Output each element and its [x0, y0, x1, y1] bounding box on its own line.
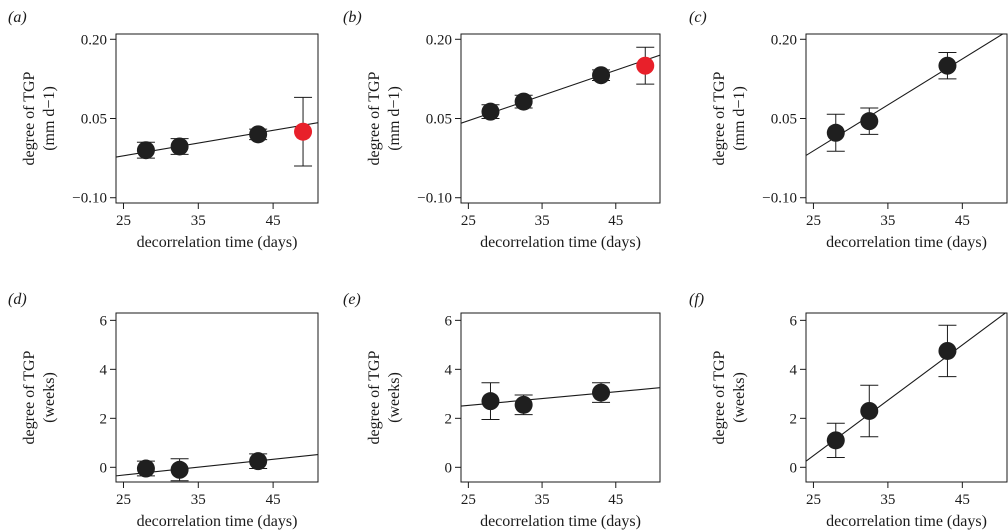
x-axis-label: decorrelation time (days) — [137, 513, 298, 530]
y-axis-label: degree of TGP — [366, 350, 383, 444]
panel-c: (c) 25 35 45 −0.10 0.05 0.20 decorrelation time… — [689, 9, 1008, 251]
y-axis-label: (weeks) — [41, 372, 58, 423]
data-point — [170, 137, 189, 156]
panel-e: (e) 25 35 45 0 2 4 6 decorrelation time (days) de… — [343, 291, 661, 530]
x-tick-label: 25 — [806, 213, 821, 229]
y-tick-label: 0.20 — [81, 32, 107, 48]
y-tick-label: 0.20 — [771, 32, 797, 48]
y-tick-label: 6 — [100, 313, 108, 329]
x-tick-label: 35 — [191, 492, 206, 508]
x-tick-label: 25 — [806, 492, 821, 508]
data-point — [826, 123, 845, 142]
y-tick-label: 0.05 — [771, 112, 797, 128]
y-tick-label: 2 — [445, 411, 453, 427]
panel-d: (d) 25 35 45 0 2 4 6 decorrelation time (days) de… — [8, 291, 319, 530]
data-point — [136, 141, 155, 160]
x-axis-label: decorrelation time (days) — [137, 234, 298, 251]
y-tick-label: 2 — [100, 411, 108, 427]
highlight-point — [636, 56, 655, 75]
y-tick-label: 4 — [100, 362, 108, 378]
data-point — [592, 66, 611, 85]
x-tick-label: 25 — [116, 213, 131, 229]
data-point — [514, 395, 533, 414]
x-tick-label: 35 — [535, 492, 550, 508]
y-tick-label: 0.20 — [426, 32, 452, 48]
x-tick-label: 45 — [955, 492, 970, 508]
panel-label: (d) — [8, 291, 27, 308]
data-point — [481, 102, 500, 121]
plot-frame — [460, 312, 661, 483]
x-tick-label: 35 — [535, 213, 550, 229]
x-tick-label: 25 — [461, 213, 476, 229]
y-tick-label: −0.10 — [417, 191, 452, 207]
y-axis-label: degree of TGP — [711, 350, 728, 444]
panel-label: (e) — [343, 291, 361, 308]
panel-label: (b) — [343, 9, 362, 26]
data-point — [938, 341, 957, 360]
y-axis-label: (weeks) — [386, 372, 403, 423]
data-point — [860, 112, 879, 131]
highlight-point — [294, 122, 313, 141]
data-point — [136, 459, 155, 478]
data-point — [514, 92, 533, 111]
y-axis-label: (mm d−1) — [731, 86, 748, 151]
x-axis-label: decorrelation time (days) — [826, 234, 987, 251]
x-axis-label: decorrelation time (days) — [480, 234, 641, 251]
y-axis-label: degree of TGP — [21, 350, 38, 444]
x-tick-label: 45 — [608, 492, 623, 508]
data-point — [938, 56, 957, 75]
plot-frame — [115, 312, 319, 483]
plot-frame — [115, 33, 319, 204]
y-tick-label: 4 — [790, 362, 798, 378]
panel-label: (a) — [8, 9, 27, 26]
data-point — [481, 392, 500, 411]
y-tick-label: 0 — [100, 460, 108, 476]
x-tick-label: 35 — [880, 492, 895, 508]
panel-a: (a) 25 35 45 −0.10 0.05 0.20 decorrelation time… — [8, 9, 319, 251]
x-tick-label: 45 — [608, 213, 623, 229]
data-point — [860, 401, 879, 420]
data-point — [249, 125, 268, 144]
data-point — [249, 452, 268, 471]
y-tick-label: 0.05 — [81, 112, 107, 128]
plot-frame — [805, 312, 1008, 483]
y-axis-label: (weeks) — [731, 372, 748, 423]
y-axis-label: degree of TGP — [366, 71, 383, 165]
x-tick-label: 35 — [880, 213, 895, 229]
x-axis-label: decorrelation time (days) — [480, 513, 641, 530]
y-tick-label: −0.10 — [762, 191, 797, 207]
x-tick-label: 45 — [266, 492, 281, 508]
panel-label: (f) — [689, 291, 704, 308]
x-axis-label: decorrelation time (days) — [826, 513, 987, 530]
y-tick-label: 6 — [445, 313, 453, 329]
y-tick-label: −0.10 — [72, 191, 107, 207]
panel-label: (c) — [689, 9, 707, 26]
data-point — [592, 383, 611, 402]
y-tick-label: 6 — [790, 313, 798, 329]
x-tick-label: 25 — [116, 492, 131, 508]
y-tick-label: 0.05 — [426, 112, 452, 128]
y-axis-label: (mm d−1) — [386, 86, 403, 151]
y-tick-label: 4 — [445, 362, 453, 378]
x-tick-label: 25 — [461, 492, 476, 508]
panel-f: (f) 25 35 45 0 2 4 6 decorrelation time (days) de… — [689, 291, 1008, 530]
x-tick-label: 35 — [191, 213, 206, 229]
y-axis-label: (mm d−1) — [41, 86, 58, 151]
y-axis-label: degree of TGP — [711, 71, 728, 165]
x-tick-label: 45 — [266, 213, 281, 229]
data-point — [170, 460, 189, 479]
x-tick-label: 45 — [955, 213, 970, 229]
y-axis-label: degree of TGP — [21, 71, 38, 165]
y-tick-label: 0 — [790, 460, 798, 476]
y-tick-label: 2 — [790, 411, 798, 427]
panel-b: (b) 25 35 45 −0.10 0.05 0.20 decorrelation time… — [343, 9, 661, 251]
data-point — [826, 431, 845, 450]
y-tick-label: 0 — [445, 460, 453, 476]
